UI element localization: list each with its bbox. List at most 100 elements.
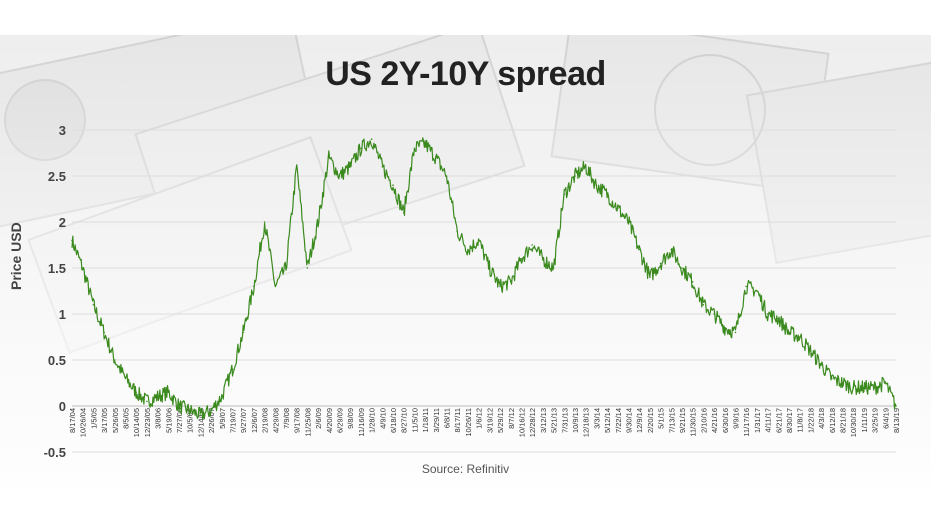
x-tick-label: 1/31/17: [753, 408, 762, 433]
x-tick-label: 10/14/05: [132, 408, 141, 437]
x-tick-label: 12/9/14: [635, 408, 644, 433]
x-tick-label: 12/14/06: [196, 408, 205, 437]
data-point: [681, 267, 683, 269]
x-tick-label: 1/22/18: [806, 408, 815, 433]
x-tick-label: 11/16/09: [357, 408, 366, 437]
data-point: [435, 156, 437, 159]
x-tick-label: 1/28/10: [368, 408, 377, 433]
data-point: [285, 267, 287, 269]
x-tick-label: 7/22/14: [614, 408, 623, 433]
data-point: [670, 248, 673, 251]
x-tick-label: 3/19/12: [485, 408, 494, 433]
x-tick-label: 11/5/10: [410, 408, 419, 432]
x-tick-label: 8/17/04: [68, 408, 77, 433]
x-tick-label: 5/21/13: [550, 408, 559, 433]
data-point: [263, 221, 266, 223]
x-tick-label: 1/18/11: [421, 408, 430, 432]
x-tick-label: 1/5/05: [89, 408, 98, 429]
data-point: [338, 175, 341, 177]
data-point: [445, 175, 448, 177]
y-tick-label: -0.5: [44, 445, 66, 460]
data-point: [135, 391, 138, 394]
data-point: [509, 281, 512, 283]
x-tick-label: 6/29/09: [336, 408, 345, 433]
data-point: [477, 239, 480, 242]
data-point: [242, 331, 245, 334]
data-point: [328, 156, 330, 159]
x-tick-label: 6/8/11: [443, 408, 452, 428]
gridlines: [72, 129, 896, 453]
data-point: [616, 207, 619, 209]
data-point: [114, 359, 116, 361]
y-axis-ticks: 3 2.5 2 1.5 1 0.5 0 -0.5: [44, 123, 66, 460]
x-tick-label: 9/17/08: [293, 408, 302, 433]
x-tick-label: 6/21/17: [774, 408, 783, 433]
plot-area: [71, 137, 897, 420]
data-point: [852, 386, 854, 389]
data-point: [188, 409, 191, 412]
x-tick-label: 12/28/12: [528, 408, 537, 437]
data-point: [691, 281, 694, 283]
data-point: [809, 350, 812, 352]
x-tick-label: 3/8/06: [154, 408, 163, 429]
x-tick-label: 8/7/12: [507, 408, 516, 429]
x-tick-label: 8/27/10: [400, 408, 409, 433]
data-point: [424, 143, 426, 145]
x-tick-label: 5/19/06: [164, 408, 173, 433]
x-tick-label: 6/4/19: [881, 408, 890, 429]
x-tick-label: 2/19/08: [261, 408, 270, 433]
x-tick-label: 2/20/15: [646, 408, 655, 433]
data-point: [103, 331, 105, 334]
x-tick-label: 9/9/16: [731, 408, 740, 429]
data-point: [788, 331, 790, 334]
x-tick-label: 5/26/05: [111, 408, 120, 433]
x-tick-label: 10/9/13: [571, 408, 580, 433]
data-point: [798, 336, 801, 338]
x-tick-label: 1/11/19: [860, 408, 869, 432]
data-point: [713, 313, 715, 315]
data-point: [349, 166, 352, 168]
x-tick-label: 4/3/18: [817, 408, 826, 429]
background-banknotes-image: [0, 35, 931, 490]
x-tick-label: 12/23/05: [143, 408, 152, 437]
x-tick-label: 9/21/15: [678, 408, 687, 433]
data-point: [734, 331, 737, 334]
x-tick-label: 4/11/17: [764, 408, 773, 432]
data-point: [370, 138, 373, 140]
x-tick-label: 10/26/11: [464, 408, 473, 437]
x-tick-label: 7/19/07: [229, 408, 238, 433]
data-point: [830, 377, 833, 380]
data-point: [167, 391, 170, 394]
x-tick-label: 4/20/09: [325, 408, 334, 433]
x-tick-label: 7/9/08: [282, 408, 291, 429]
data-point: [124, 377, 127, 380]
data-point: [402, 212, 405, 214]
data-point: [873, 386, 876, 389]
data-point: [456, 230, 459, 232]
data-point: [178, 405, 180, 407]
x-tick-label: 4/21/16: [710, 408, 719, 433]
x-tick-label: 6/18/10: [389, 408, 398, 433]
data-point: [381, 166, 384, 168]
x-tick-label: 3/29/11: [432, 408, 441, 432]
x-tick-label: 11/8/17: [796, 408, 805, 432]
data-point: [199, 414, 202, 417]
x-tick-label: 8/13/19: [892, 408, 901, 433]
x-tick-label: 6/12/18: [828, 408, 837, 433]
data-point: [820, 363, 822, 366]
data-point: [638, 248, 640, 251]
data-point: [552, 267, 555, 269]
x-tick-label: 8/30/17: [785, 408, 794, 433]
x-tick-label: 3/25/19: [871, 408, 880, 433]
data-point: [627, 221, 630, 223]
data-point: [895, 405, 897, 407]
data-point: [360, 147, 362, 150]
x-tick-label: 8/17/11: [453, 408, 462, 432]
data-point: [392, 184, 394, 186]
data-point: [756, 290, 758, 292]
x-tick-label: 9/30/14: [624, 408, 633, 433]
data-point: [723, 327, 726, 329]
data-point: [884, 382, 887, 384]
x-tick-label: 9/8/09: [346, 408, 355, 429]
